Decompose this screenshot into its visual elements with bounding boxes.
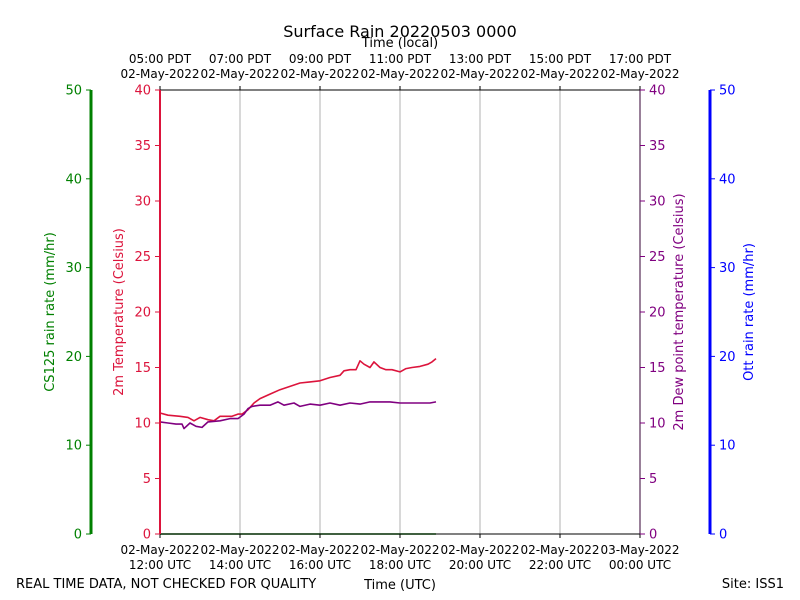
x-tick-label-time: 22:00 UTC — [529, 558, 591, 572]
grid — [239, 90, 561, 534]
site-label: Site: ISS1 — [722, 577, 784, 592]
x-tick-label-time: 16:00 UTC — [289, 558, 351, 572]
temperature-axis-tick-label: 20 — [134, 306, 151, 321]
dew-point-axis-tick-label: 35 — [649, 139, 666, 154]
temperature-axis-tick-label: 5 — [143, 472, 151, 487]
x-tick-label-date: 02-May-2022 — [280, 543, 359, 557]
x-top-tick-label-time: 09:00 PDT — [289, 52, 352, 66]
dew-point-axis-tick-label: 20 — [649, 306, 666, 321]
temperature-axis-label: 2m Temperature (Celsius) — [112, 228, 127, 396]
x-top-tick-label-time: 11:00 PDT — [369, 52, 432, 66]
cs125-axis-tick-label: 10 — [65, 439, 82, 454]
temperature-axis-tick-label: 25 — [134, 250, 151, 265]
x-top-tick-label-date: 02-May-2022 — [280, 67, 359, 81]
x-tick-label-date: 02-May-2022 — [120, 543, 199, 557]
ott-axis: 0 10 20 30 40 50 Ott rain rate (mm/hr) — [708, 84, 757, 543]
x-top-tick-label-date: 02-May-2022 — [440, 67, 519, 81]
ott-axis-label: Ott rain rate (mm/hr) — [742, 243, 757, 381]
cs125-axis-tick-label: 50 — [65, 84, 82, 99]
cs125-axis-tick-label: 40 — [65, 172, 82, 187]
x-top-tick-label-time: 17:00 PDT — [609, 52, 672, 66]
dew-point-axis-tick-label: 5 — [649, 472, 657, 487]
cs125-axis-label: CS125 rain rate (mm/hr) — [43, 232, 58, 392]
x-top-tick-label-date: 02-May-2022 — [600, 67, 679, 81]
ott-axis-tick-label: 0 — [719, 528, 727, 543]
x-tick-label-date: 02-May-2022 — [520, 543, 599, 557]
x-tick-label-date: 02-May-2022 — [200, 543, 279, 557]
x-tick-label-time: 12:00 UTC — [129, 558, 191, 572]
ott-axis-tick-label: 40 — [719, 172, 736, 187]
x-top-tick-label-date: 02-May-2022 — [120, 67, 199, 81]
x-top-tick-label-date: 02-May-2022 — [360, 67, 439, 81]
x-top-tick-label-time: 05:00 PDT — [129, 52, 192, 66]
dew-point-axis-tick-label: 30 — [649, 195, 666, 210]
x-top-axis-label: Time (local) — [361, 36, 438, 51]
x-tick-label-date: 02-May-2022 — [360, 543, 439, 557]
series-line-2m-temperature — [159, 357, 437, 422]
x-top-tick-label-time: 15:00 PDT — [529, 52, 592, 66]
cs125-axis-tick-label: 0 — [74, 528, 82, 543]
x-tick-label-time: 18:00 UTC — [369, 558, 431, 572]
x-bottom-axis-label: Time (UTC) — [363, 578, 436, 593]
x-top-tick-label-date: 02-May-2022 — [520, 67, 599, 81]
temperature-axis-tick-label: 40 — [134, 84, 151, 99]
chart-title: Surface Rain 20220503 0000 — [283, 22, 517, 41]
cs125-axis-tick-label: 30 — [65, 261, 82, 276]
temperature-axis-tick-label: 30 — [134, 195, 151, 210]
x-top-tick-label-time: 13:00 PDT — [449, 52, 512, 66]
x-tick-label-time: 20:00 UTC — [449, 558, 511, 572]
temperature-axis: 0 5 10 15 20 25 30 35 40 2m Temperature (Celsius) — [112, 84, 160, 543]
temperature-axis-tick-label: 35 — [134, 139, 151, 154]
x-tick-label-time: 14:00 UTC — [209, 558, 271, 572]
dew-point-axis-label: 2m Dew point temperature (Celsius) — [672, 193, 687, 430]
ott-axis-tick-label: 10 — [719, 439, 736, 454]
dew-point-axis-tick-label: 0 — [649, 528, 657, 543]
temperature-axis-tick-label: 15 — [134, 361, 151, 376]
dew-point-axis-tick-label: 15 — [649, 361, 666, 376]
dew-point-axis: 0 5 10 15 20 25 30 35 40 2m Dew point temperature… — [640, 84, 687, 543]
series-line-2m-dew-point-temperature — [159, 401, 437, 430]
quality-notice: REAL TIME DATA, NOT CHECKED FOR QUALITY — [16, 577, 316, 592]
dew-point-axis-tick-label: 10 — [649, 417, 666, 432]
x-tick-label-date: 02-May-2022 — [440, 543, 519, 557]
cs125-axis-tick-label: 20 — [65, 350, 82, 365]
dew-point-axis-tick-label: 40 — [649, 84, 666, 99]
x-top-tick-label-date: 02-May-2022 — [200, 67, 279, 81]
dew-point-axis-tick-label: 25 — [649, 250, 666, 265]
ott-axis-tick-label: 30 — [719, 261, 736, 276]
temperature-axis-tick-label: 10 — [134, 417, 151, 432]
ott-axis-tick-label: 50 — [719, 84, 736, 99]
series-group — [159, 357, 437, 535]
ott-axis-tick-label: 20 — [719, 350, 736, 365]
x-top-tick-label-time: 07:00 PDT — [209, 52, 272, 66]
temperature-axis-tick-label: 0 — [143, 528, 151, 543]
x-tick-label-date: 03-May-2022 — [600, 543, 679, 557]
x-tick-label-time: 00:00 UTC — [609, 558, 671, 572]
cs125-axis: 0 10 20 30 40 50 CS125 rain rate (mm/hr) — [43, 84, 93, 543]
